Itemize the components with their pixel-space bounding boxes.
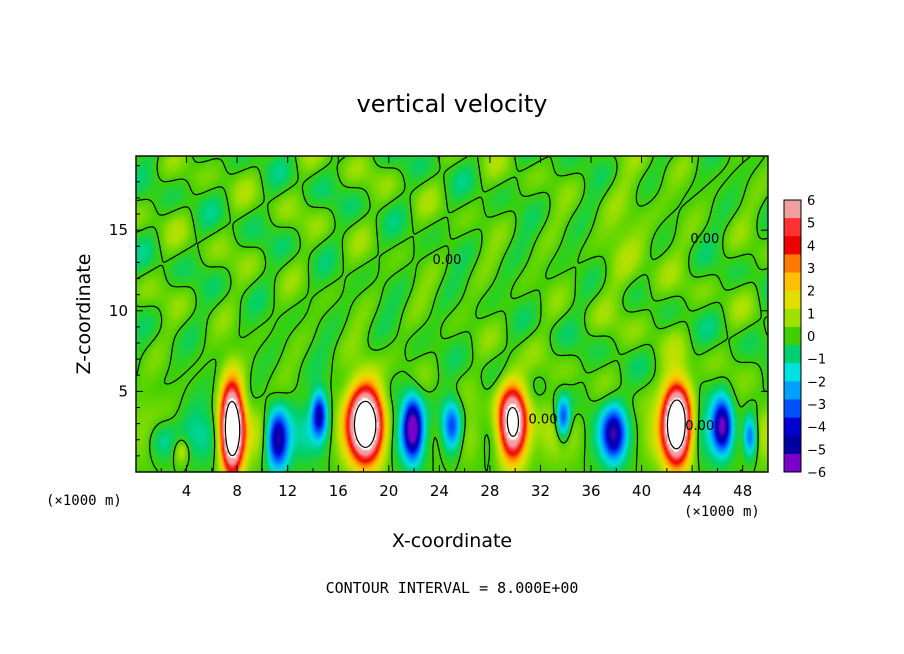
x-unit-label-left: (×1000 m): [46, 493, 122, 509]
x-tick-label: 16: [329, 482, 348, 500]
colorbar-label: 5: [807, 217, 815, 232]
contour-labels: 0.00 0.00 0.00 0.00: [432, 232, 719, 434]
colorbar-swatch: [784, 399, 801, 418]
colorbar-label: 0: [807, 330, 815, 345]
contour-label: 0.00: [432, 253, 461, 268]
colorbar-label: 1: [807, 307, 815, 322]
colorbar-swatch: [784, 290, 801, 310]
y-axis-ticks: 5 10 15: [109, 165, 768, 457]
colorbar-label: −3: [807, 398, 826, 413]
colorbar-label: −5: [807, 443, 826, 458]
x-tick-label: 24: [430, 482, 449, 500]
colorbar-frame: [783, 199, 802, 473]
x-tick-label: 4: [182, 482, 192, 500]
y-tick-label: 10: [109, 302, 128, 320]
contour-interval-note: CONTOUR INTERVAL = 8.000E+00: [326, 579, 579, 597]
colorbar-swatch: [784, 381, 801, 400]
colorbar-label: −1: [807, 353, 826, 368]
x-tick-label: 44: [683, 482, 702, 500]
colorbar-swatch: [784, 435, 801, 455]
colorbar-label: 3: [807, 262, 815, 277]
x-tick-label: 20: [379, 482, 398, 500]
colorbar-swatch: [784, 417, 801, 437]
contour-label: 0.00: [529, 413, 558, 428]
x-axis-label: X-coordinate: [392, 530, 512, 552]
chart-title: vertical velocity: [357, 90, 548, 118]
x-tick-label: 28: [480, 482, 499, 500]
colorbar-label: −2: [807, 375, 826, 390]
colorbar-swatch: [784, 254, 801, 273]
colorbar-swatch: [784, 345, 801, 364]
plot-frame: [135, 155, 769, 473]
x-tick-label: 48: [733, 482, 752, 500]
colorbar-label: 6: [807, 194, 815, 209]
colorbar-swatch: [784, 326, 801, 346]
colorbar-swatch: [784, 308, 801, 328]
colorbar-swatch: [784, 236, 801, 255]
colorbar-swatch: [784, 363, 801, 382]
contour-label: 0.00: [690, 232, 719, 247]
colorbar-swatch: [784, 272, 801, 292]
x-tick-label: 12: [278, 482, 297, 500]
y-axis-label: Z-coordinate: [73, 254, 95, 375]
x-tick-label: 40: [632, 482, 651, 500]
colorbar: 6 5 4 3 2 1 0 −1 −2 −3 −4 −5 −6: [783, 194, 826, 481]
colorbar-swatch: [784, 453, 801, 473]
contour-positive: [224, 399, 686, 457]
colorbar-label: 4: [807, 239, 815, 254]
heatmap-field: [136, 156, 768, 472]
x-unit-label-right: (×1000 m): [684, 504, 760, 520]
x-axis-ticks: 4 8 12 16 20 24 28 32 36 40 44 48: [160, 156, 752, 500]
colorbar-label: −4: [807, 421, 826, 436]
y-tick-label: 5: [118, 382, 128, 400]
contour-label: 0.00: [685, 419, 714, 434]
x-tick-label: 36: [581, 482, 600, 500]
colorbar-label: −6: [807, 466, 826, 481]
colorbar-label: 2: [807, 285, 815, 300]
x-tick-label: 8: [232, 482, 242, 500]
y-tick-label: 15: [109, 221, 128, 239]
x-tick-label: 32: [531, 482, 550, 500]
colorbar-swatch: [784, 218, 801, 237]
zero-contours: [136, 156, 768, 472]
colorbar-swatch: [784, 200, 801, 219]
